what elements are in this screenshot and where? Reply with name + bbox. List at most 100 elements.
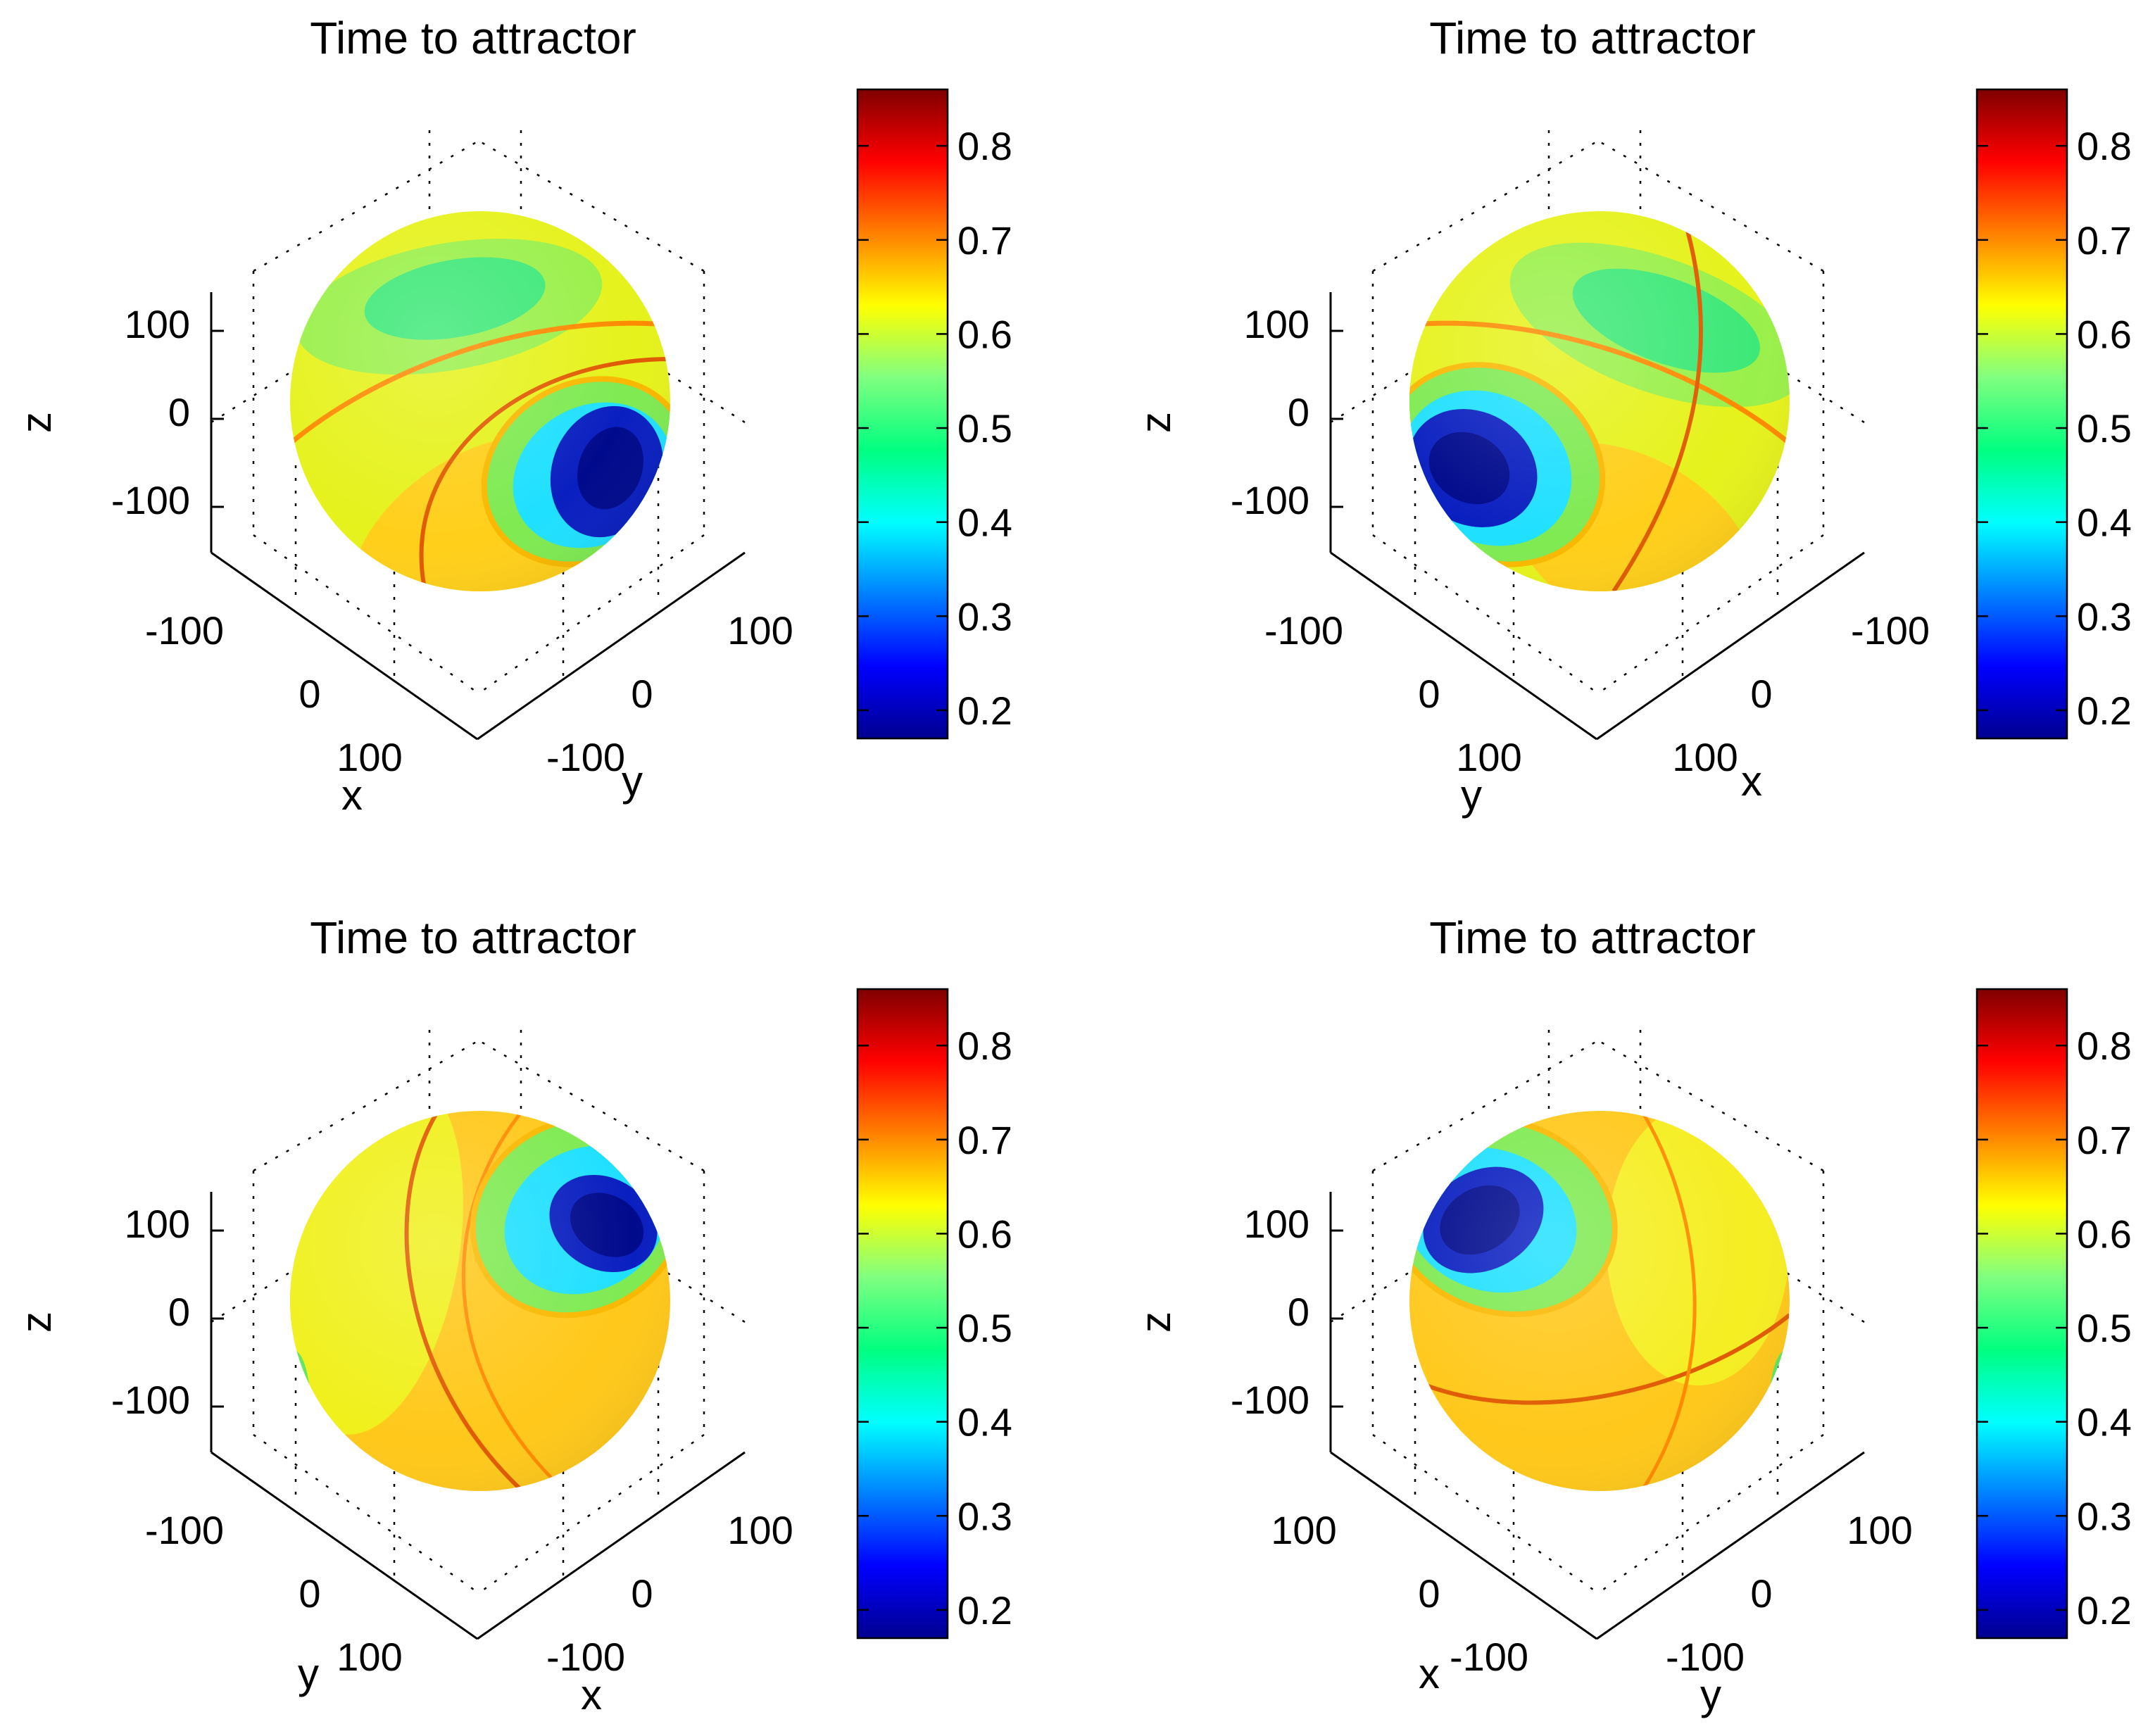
z-tick-label: 100 — [125, 1202, 190, 1246]
colorbar-tick-label: 0.5 — [2077, 1306, 2132, 1350]
right-floor-axis-line — [477, 1451, 746, 1640]
z-axis-label: z — [13, 1312, 60, 1333]
sphere — [1409, 1111, 1790, 1491]
z-tick-label: -100 — [1231, 478, 1309, 522]
left-axis-tick-label: -100 — [145, 1508, 224, 1552]
z-axis-label: z — [1132, 1312, 1179, 1333]
colorbar-tick-label: 0.2 — [957, 688, 1012, 733]
left-axis-label: y — [298, 1650, 319, 1697]
subplot-bottom-left: Time to attractor — [13, 912, 1012, 1718]
grid-lines — [1330, 1030, 1865, 1595]
colorbar-tick-label: 0.4 — [957, 501, 1012, 545]
left-axis-tick-label: 100 — [337, 1635, 402, 1679]
left-axis-tick-label: -100 — [1450, 1635, 1528, 1679]
right-floor-axis-line — [1596, 1451, 1865, 1640]
subplot-title: Time to attractor — [310, 13, 636, 63]
right-axis-tick-labels: -100 0 100 — [1672, 608, 1930, 779]
colorbar-tick-label: 0.4 — [957, 1400, 1012, 1445]
colorbar-gradient — [1975, 88, 2068, 740]
colorbar-gradient — [856, 988, 949, 1640]
sphere — [1409, 211, 1790, 591]
z-axis-label: z — [13, 412, 60, 433]
left-axis-tick-labels: -100 0 100 — [145, 608, 403, 779]
left-axis-label: x — [1419, 1650, 1440, 1697]
z-tick-label: -100 — [111, 478, 190, 522]
colorbar: 0.2 0.3 0.4 0.5 0.6 0.7 0.8 — [856, 88, 1012, 740]
colorbar-tick-label: 0.8 — [2077, 124, 2132, 168]
left-axis-tick-labels: -100 0 100 — [145, 1508, 403, 1679]
left-axis-tick-label: 100 — [1271, 1508, 1336, 1552]
z-tick-labels: 100 0 -100 — [111, 302, 190, 522]
right-axis-tick-labels: 100 0 -100 — [546, 1508, 793, 1679]
z-tick-labels: 100 0 -100 — [111, 1202, 190, 1422]
left-axis-label: x — [341, 772, 363, 819]
right-axis-tick-labels: 100 0 -100 — [1666, 1508, 1913, 1679]
right-axis-tick-label: 100 — [727, 608, 793, 653]
z-tick-label: 0 — [1288, 390, 1309, 434]
colorbar-tick-label: 0.2 — [2077, 688, 2132, 733]
subplot-top-right: Time to attractor — [1132, 13, 2132, 819]
grid-lines — [211, 130, 746, 695]
right-axis-tick-label: -100 — [1851, 608, 1930, 653]
right-axis-label: x — [1741, 757, 1762, 805]
colorbar-tick-label: 0.6 — [957, 1212, 1012, 1256]
left-axis-tick-label: 0 — [1418, 1571, 1440, 1616]
z-tick-label: 100 — [1244, 302, 1309, 346]
colorbar-tick-label: 0.8 — [957, 1024, 1012, 1068]
colorbar: 0.2 0.3 0.4 0.5 0.6 0.7 0.8 — [1975, 988, 2132, 1640]
colorbar-tick-label: 0.7 — [957, 1118, 1012, 1162]
colorbar-tick-label: 0.3 — [2077, 1494, 2132, 1538]
left-axis-tick-label: -100 — [145, 608, 224, 653]
left-floor-axis-line — [211, 551, 478, 741]
colorbar-gradient — [856, 88, 949, 740]
right-floor-axis-line — [1596, 551, 1865, 741]
z-tick-label: 0 — [168, 1290, 190, 1334]
colorbar-tick-label: 0.3 — [957, 1494, 1012, 1538]
colorbar-tick-label: 0.7 — [2077, 218, 2132, 263]
z-axis-label: z — [1132, 412, 1179, 433]
right-axis-label: y — [622, 757, 643, 805]
subplot-top-left: Time to attractor — [13, 13, 1012, 819]
right-axis-tick-label: -100 — [1666, 1635, 1745, 1679]
colorbar-tick-label: 0.7 — [957, 218, 1012, 263]
right-axis-tick-label: -100 — [546, 1635, 625, 1679]
right-axis-label: x — [581, 1671, 602, 1718]
colorbar-tick-label: 0.3 — [957, 594, 1012, 639]
z-tick-labels: 100 0 -100 — [1231, 302, 1309, 522]
z-tick-label: -100 — [1231, 1378, 1309, 1422]
left-axis-tick-labels: 100 0 -100 — [1271, 1508, 1528, 1679]
right-axis-tick-label: 0 — [631, 672, 653, 716]
colorbar-tick-label: 0.2 — [2077, 1588, 2132, 1633]
left-axis-tick-label: 0 — [299, 672, 320, 716]
left-floor-axis-line — [1330, 1451, 1597, 1640]
z-tick-label: -100 — [111, 1378, 190, 1422]
colorbar-tick-label: 0.5 — [957, 1306, 1012, 1350]
colorbar-tick-label: 0.6 — [957, 312, 1012, 356]
left-floor-axis-line — [211, 1451, 478, 1640]
grid-lines — [1330, 130, 1865, 695]
right-axis-tick-label: 100 — [1672, 735, 1738, 779]
grid-lines — [211, 1030, 746, 1595]
subplot-title: Time to attractor — [1429, 13, 1756, 63]
left-axis-tick-label: 100 — [1456, 735, 1521, 779]
right-floor-axis-line — [477, 551, 746, 741]
sphere — [290, 211, 670, 591]
right-axis-tick-labels: 100 0 -100 — [546, 608, 793, 779]
z-tick-label: 0 — [1288, 1290, 1309, 1334]
right-axis-tick-label: 100 — [1847, 1508, 1912, 1552]
z-tick-label: 100 — [1244, 1202, 1309, 1246]
colorbar-tick-label: 0.4 — [2077, 501, 2132, 545]
colorbar-tick-label: 0.7 — [2077, 1118, 2132, 1162]
left-axis-tick-label: -100 — [1264, 608, 1343, 653]
right-axis-tick-label: 0 — [1750, 1571, 1772, 1616]
colorbar-tick-label: 0.6 — [2077, 312, 2132, 356]
colorbar-tick-label: 0.4 — [2077, 1400, 2132, 1445]
sphere — [290, 1111, 670, 1491]
right-axis-tick-label: -100 — [546, 735, 625, 779]
colorbar-tick-label: 0.3 — [2077, 594, 2132, 639]
colorbar: 0.2 0.3 0.4 0.5 0.6 0.7 0.8 — [1975, 88, 2132, 740]
left-axis-tick-label: 0 — [1418, 672, 1440, 716]
right-axis-label: y — [1700, 1671, 1721, 1718]
left-axis-label: y — [1461, 772, 1482, 819]
